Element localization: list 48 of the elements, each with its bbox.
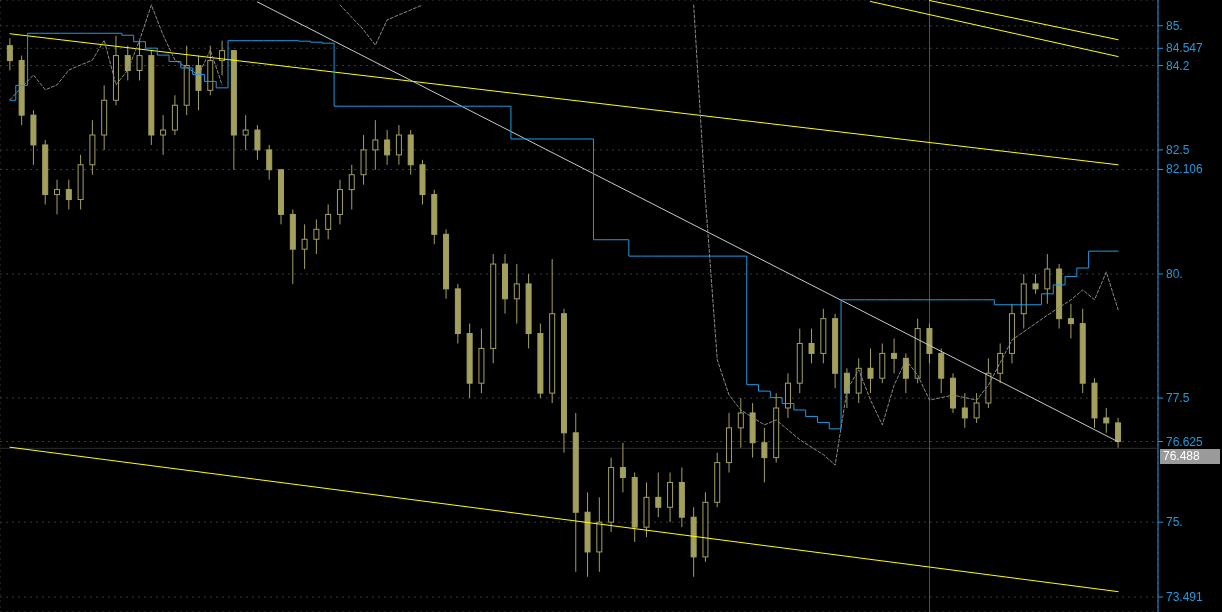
y-tick-label: 80. [1166, 266, 1183, 281]
candlestick [655, 472, 662, 518]
candlestick [136, 40, 143, 81]
candlestick [761, 427, 768, 483]
candlestick [254, 124, 261, 161]
y-tick-label: 84.2 [1166, 58, 1190, 73]
candlestick [242, 114, 249, 151]
candlestick [902, 352, 909, 394]
candlestick [313, 218, 320, 255]
candlestick [160, 114, 167, 156]
candlestick [325, 204, 332, 240]
y-tick-label: 76.625 [1166, 434, 1204, 449]
candlestick [843, 367, 850, 409]
y-tick-label: 85. [1166, 18, 1183, 33]
line-series [693, 4, 1119, 466]
candlestick [997, 342, 1004, 384]
candlestick [1115, 417, 1122, 449]
candlestick [867, 347, 874, 394]
y-tick-label: 84.547 [1166, 41, 1204, 56]
candlestick [6, 37, 13, 71]
candlestick [737, 397, 744, 449]
candlestick [1103, 407, 1110, 434]
y-tick-label: 82.5 [1166, 142, 1190, 157]
candlestick [1032, 273, 1039, 295]
candlestick [301, 223, 308, 270]
candlestick [961, 392, 968, 429]
candlestick [395, 124, 402, 166]
ref-line-label: 76.488 [1160, 449, 1220, 465]
candlestick [808, 328, 815, 364]
candlestick [65, 179, 72, 210]
candlestick [891, 338, 898, 374]
candlestick [1067, 303, 1074, 340]
candlestick [973, 392, 980, 424]
candlestick [619, 442, 626, 493]
line-series [9, 4, 223, 101]
candlestick [384, 129, 391, 166]
y-tick-label: 73.491 [1166, 590, 1204, 605]
candlestick [348, 164, 355, 210]
y-tick-label: 75. [1166, 515, 1183, 530]
line-series [339, 4, 424, 46]
candlestick [372, 119, 379, 171]
candlestick [54, 179, 61, 215]
candlestick [124, 45, 131, 81]
y-tick-label: 77.5 [1166, 391, 1190, 406]
candlestick [266, 144, 273, 181]
candlestick [513, 263, 520, 325]
candlestick [1044, 253, 1051, 305]
y-tick-label: 82.106 [1166, 162, 1204, 177]
